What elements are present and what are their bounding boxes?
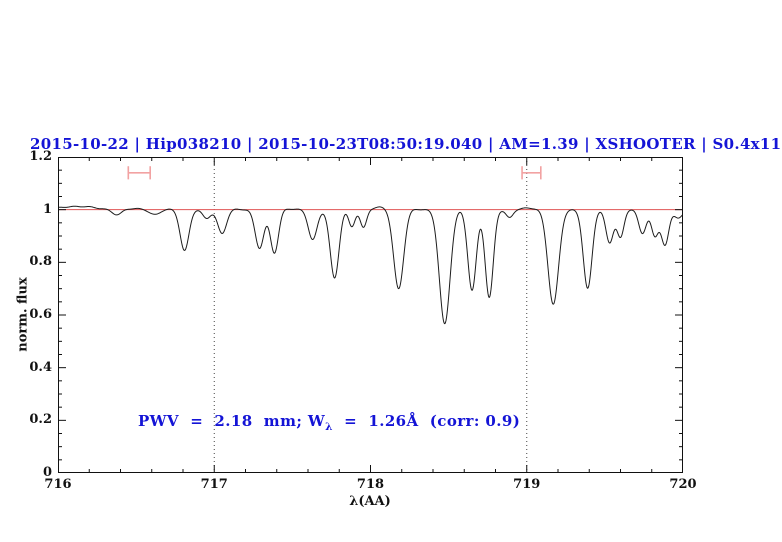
x-tick-label: 717 [200,477,228,492]
y-tick-label: 0 [42,465,52,480]
telluric-band-marker [127,166,151,180]
plot-title: 2015-10-22 | Hip038210 | 2015-10-23T08:5… [30,135,782,153]
pwv-annotation-sub: λ [325,421,333,433]
x-tick-label: 720 [669,477,697,492]
y-tick-label: 0.4 [29,359,52,375]
pwv-annotation-pre: PWV = 2.18 mm; W [138,412,326,430]
x-tick-label: 719 [513,477,541,492]
x-tick-label: 718 [356,477,385,492]
y-tick-label: 0.2 [29,412,52,428]
y-tick-label: 1 [42,201,52,217]
y-tick-label: 0.8 [29,254,52,270]
y-tick-label: 1.2 [29,149,52,164]
spectrum-path [58,205,683,325]
pwv-annotation: PWV = 2.18 mm; Wλ = 1.26Å (corr: 0.9) [138,412,520,433]
spectrum-plot [58,157,683,473]
y-tick-label: 0.6 [29,307,52,322]
x-tick-label: 716 [44,477,72,492]
telluric-band-marker [521,166,542,180]
x-axis-label: λ(AA) [349,494,391,509]
pwv-annotation-post: = 1.26Å (corr: 0.9) [332,412,521,430]
